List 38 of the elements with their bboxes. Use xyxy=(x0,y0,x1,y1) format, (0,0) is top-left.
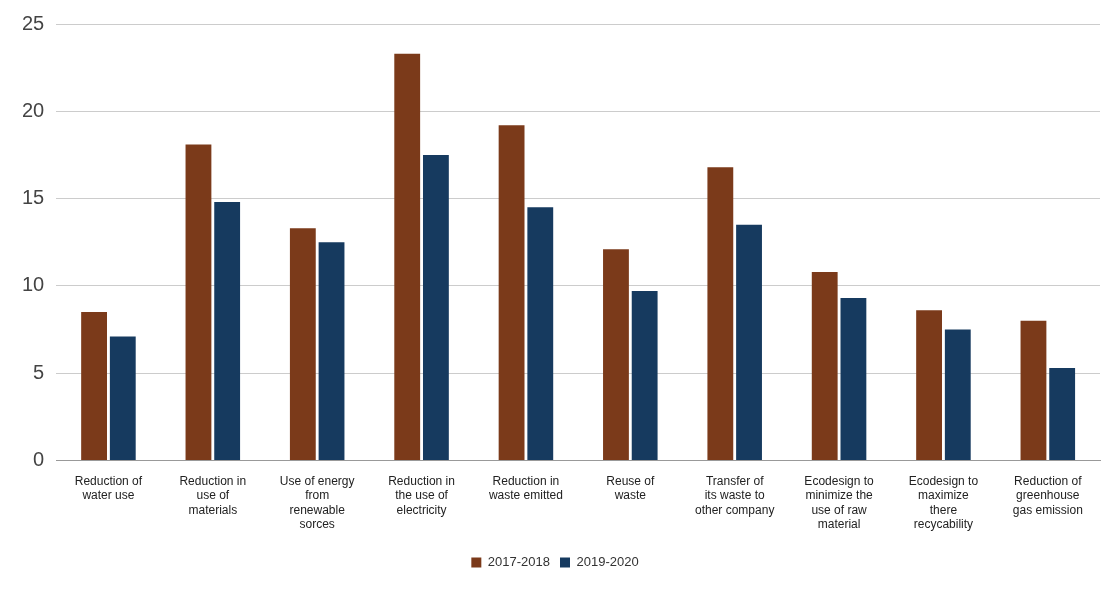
bar xyxy=(944,329,971,460)
x-tick-label: Use of energy from renewable sorces xyxy=(279,473,355,532)
bar xyxy=(603,249,629,460)
bar xyxy=(811,271,838,460)
bar xyxy=(318,242,345,460)
bar xyxy=(81,312,107,460)
bar xyxy=(394,53,421,460)
x-tick-label: Reduction in waste emitted xyxy=(487,473,563,503)
y-tick-label: 5 xyxy=(33,360,45,383)
y-tick-label: 15 xyxy=(22,186,45,209)
y-tick-label: 25 xyxy=(22,11,45,34)
bar xyxy=(109,336,136,460)
bar xyxy=(289,228,316,460)
x-tick-label: Reduction in the use of electricity xyxy=(388,473,455,517)
y-tick-label: 0 xyxy=(33,447,45,470)
x-tick-label: Ecodesign to minimize the use of raw material xyxy=(804,473,875,532)
bar xyxy=(185,144,212,460)
y-tick-label: 20 xyxy=(22,98,45,121)
bar xyxy=(840,298,867,460)
bar xyxy=(527,207,554,460)
bar xyxy=(1020,320,1047,460)
bar xyxy=(736,224,762,460)
x-tick-label: Reuse of waste xyxy=(606,473,655,503)
x-tick-label: Transfer of its waste to other company xyxy=(694,473,775,517)
bar xyxy=(707,167,734,460)
bar xyxy=(214,202,241,460)
bar xyxy=(916,310,942,460)
x-tick-label: Reduction in use of materials xyxy=(179,473,247,517)
legend-label: 2017-2018 xyxy=(487,554,550,570)
legend-label: 2019-2020 xyxy=(576,554,639,570)
y-tick-label: 10 xyxy=(22,273,45,296)
bar xyxy=(631,291,658,460)
x-tick-label: Ecodesign to maximize there recycability xyxy=(908,473,979,532)
x-tick-label: Reduction of water use xyxy=(74,473,143,503)
bar xyxy=(1049,367,1076,460)
x-tick-label: Reduction of greenhouse gas emission xyxy=(1012,473,1083,517)
bar xyxy=(423,154,449,460)
bar xyxy=(498,125,525,460)
